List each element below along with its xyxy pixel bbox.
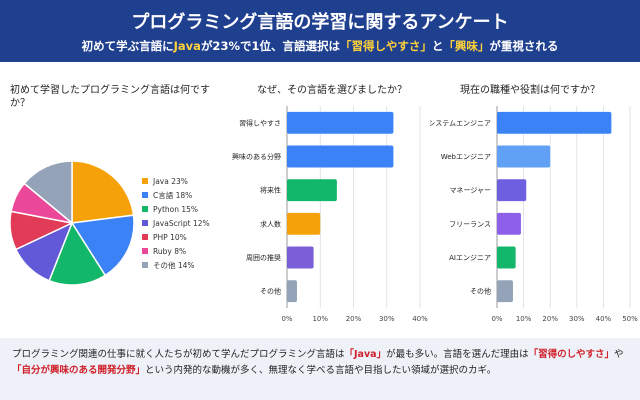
tick-label: 30% [569, 315, 585, 323]
tick-label: 0% [491, 315, 502, 323]
subtitle-highlight-interest: 「興味」 [443, 39, 490, 53]
pie-slice [71, 160, 135, 224]
category-label: 周囲の推奨 [246, 253, 281, 262]
category-label: 将来性 [260, 186, 281, 195]
summary-part: が最も多い。言語を選んだ理由は [386, 349, 529, 360]
summary-text: プログラミング関連の仕事に就く人たちが初めて学んだプログラミング言語は「Java… [12, 347, 630, 379]
pie-slice [23, 160, 73, 225]
bar [287, 179, 337, 202]
legend-swatch [142, 234, 148, 240]
header-banner: プログラミング言語の学習に関するアンケート 初めて学ぶ言語にJavaが23%で1… [0, 0, 640, 62]
legend-label: Python 15% [153, 205, 198, 214]
pie-slice [48, 221, 107, 286]
bar [497, 111, 612, 134]
bar [287, 111, 394, 134]
pie-chart-title: 初めて学習したプログラミング言語は何ですか？ [10, 85, 210, 109]
subtitle-text: が重視される [489, 39, 559, 53]
summary-highlight-interest: 「自分が興味のある開発分野」 [12, 365, 146, 376]
legend-swatch [142, 220, 148, 226]
bar [287, 212, 321, 235]
category-label: AIエンジニア [449, 254, 491, 262]
category-label: Webエンジニア [441, 153, 491, 161]
legend-label: PHP 10% [153, 233, 187, 242]
tick-label: 10% [516, 315, 532, 323]
summary-highlight-java: 「Java」 [344, 349, 387, 360]
legend-label: JavaScript 12% [152, 219, 210, 228]
bar [497, 280, 513, 303]
tick-label: 50% [622, 315, 638, 323]
reason-chart-title: なぜ、その言語を選びましたか？ [257, 85, 407, 96]
summary-highlight-ease: 「習得のしやすさ」 [528, 349, 614, 360]
subtitle-text: と [431, 39, 444, 53]
bar [497, 179, 527, 202]
category-label: マネージャー [449, 187, 491, 195]
subtitle-java: Java [173, 39, 201, 53]
tick-label: 20% [346, 315, 362, 323]
subtitle-text: が23%で1位、言語選択は [200, 39, 340, 53]
category-label: フリーランス [449, 220, 491, 228]
tick-label: 0% [281, 315, 292, 323]
summary-part: プログラミング関連の仕事に就く人たちが初めて学んだプログラミング言語は [12, 349, 345, 360]
category-label: 習得しやすさ [239, 118, 281, 127]
legend-label: Ruby 8% [153, 247, 186, 256]
reason-bar-chart: 0% 10% 20% 30% 40% 習得しやすさ興味のある分野将来性求人数周囲の推奨その… [232, 106, 428, 323]
role-chart-title: 現在の職種や役割は何ですか？ [460, 85, 600, 96]
legend-label: その他 14% [153, 260, 195, 270]
legend-swatch [142, 192, 148, 198]
category-label: システムエンジニア [430, 119, 491, 127]
legend-swatch [142, 262, 148, 268]
bar [287, 145, 394, 168]
bar [497, 212, 521, 235]
legend-label: Java 23% [152, 177, 188, 186]
category-label: 求人数 [260, 219, 281, 228]
summary-part: や [614, 349, 624, 360]
summary-footer: プログラミング関連の仕事に就く人たちが初めて学んだプログラミング言語は「Java… [0, 338, 640, 400]
tick-label: 40% [412, 315, 428, 323]
tick-label: 30% [379, 315, 395, 323]
page-title: プログラミング言語の学習に関するアンケート [131, 12, 509, 33]
summary-part: という内発的な動機が多く、無理なく学べる言語や目指したい領域が選択のカギ。 [145, 365, 497, 376]
legend-swatch [142, 248, 148, 254]
category-label: 興味のある分野 [232, 152, 281, 161]
category-label: その他 [260, 287, 281, 296]
subtitle-highlight-ease: 「習得しやすさ」 [339, 39, 432, 53]
bar [287, 280, 297, 303]
tick-label: 10% [312, 315, 328, 323]
category-label: その他 [470, 287, 491, 296]
pie-slice [70, 214, 135, 277]
role-bar-chart: 0% 10% 20% 30% 40% 50% システムエンジニア Webエンジニアマネージャー… [430, 106, 638, 323]
legend-label: C言語 18% [153, 190, 192, 200]
tick-label: 40% [596, 315, 612, 323]
page-subtitle: 初めて学ぶ言語にJavaが23%で1位、言語選択は「習得しやすさ」と「興味」が重… [0, 38, 640, 54]
bar [287, 246, 314, 269]
legend-swatch [142, 178, 148, 184]
subtitle-text: 初めて学ぶ言語に [81, 39, 174, 53]
legend-swatch [142, 206, 148, 212]
bar [497, 246, 516, 269]
tick-label: 20% [542, 315, 558, 323]
bar [497, 145, 551, 168]
pie-chart: Java 23% C言語 18% Python 15% JavaScript 12% P… [9, 160, 210, 286]
